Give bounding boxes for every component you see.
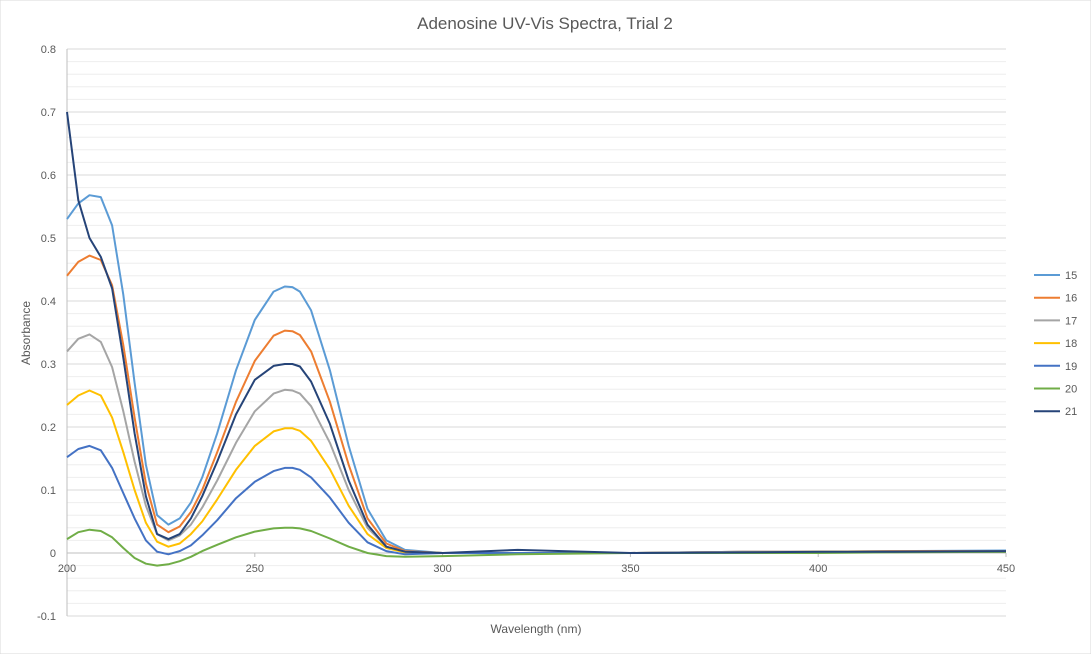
- series-line-21: [66, 111, 1007, 554]
- y-tick-label: 0.8: [41, 44, 56, 56]
- y-tick-label: 0.7: [41, 107, 56, 119]
- legend: 15 16 17 18 19 20 21: [1034, 270, 1077, 418]
- x-axis-label: Wavelength (nm): [491, 622, 582, 636]
- series-group: [66, 111, 1007, 567]
- y-tick-labels: -0.1 0 0.1 0.2 0.3 0.4 0.5 0.6 0.7 0.8: [37, 44, 56, 623]
- legend-label-17: 17: [1065, 315, 1077, 327]
- y-tick-label: 0.4: [41, 296, 56, 308]
- legend-label-15: 15: [1065, 270, 1077, 282]
- x-tick-label: 250: [246, 563, 264, 575]
- x-tick-label: 350: [621, 563, 639, 575]
- y-tick-label: 0: [50, 548, 56, 560]
- legend-label-16: 16: [1065, 293, 1077, 305]
- y-axis-label: Absorbance: [19, 301, 33, 365]
- x-tick-label: 300: [433, 563, 451, 575]
- y-tick-label: 0.6: [41, 170, 56, 182]
- y-tick-label: -0.1: [37, 611, 56, 623]
- legend-label-18: 18: [1065, 338, 1077, 350]
- y-tick-label: 0.1: [41, 485, 56, 497]
- y-tick-label: 0.3: [41, 359, 56, 371]
- x-tick-label: 200: [58, 563, 76, 575]
- minor-grid: [67, 61, 1006, 604]
- chart-title: Adenosine UV-Vis Spectra, Trial 2: [417, 14, 673, 33]
- x-tick-label: 400: [809, 563, 827, 575]
- x-tick-labels: 200 250 300 350 400 450: [58, 563, 1015, 575]
- x-tick-label: 450: [997, 563, 1015, 575]
- legend-label-21: 21: [1065, 406, 1077, 418]
- series-line-19: [66, 444, 1006, 556]
- y-tick-label: 0.2: [41, 422, 56, 434]
- y-tick-label: 0.5: [41, 233, 56, 245]
- legend-label-19: 19: [1065, 361, 1077, 373]
- legend-label-20: 20: [1065, 384, 1077, 396]
- series-line-20: [66, 526, 1007, 567]
